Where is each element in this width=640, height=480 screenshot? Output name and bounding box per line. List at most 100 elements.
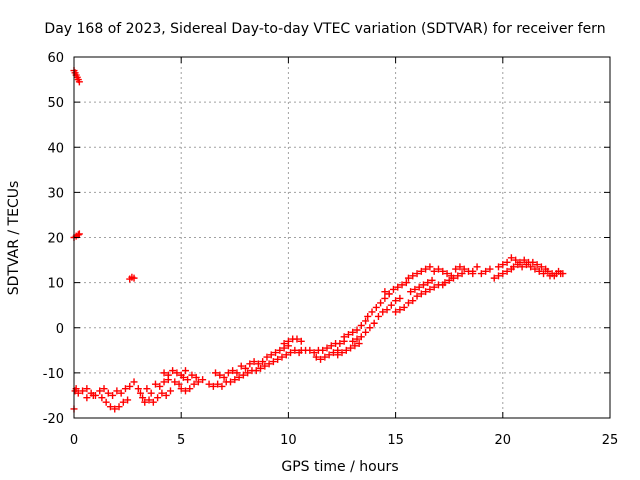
data-point xyxy=(426,285,434,293)
data-point xyxy=(113,387,121,395)
data-point xyxy=(452,265,460,273)
x-tick-label: 25 xyxy=(602,433,619,448)
data-point xyxy=(134,385,142,393)
data-point xyxy=(130,378,138,386)
data-point xyxy=(325,351,333,359)
data-point xyxy=(239,371,247,379)
data-point xyxy=(179,373,187,381)
data-point xyxy=(377,299,385,307)
data-point xyxy=(426,263,434,271)
data-point xyxy=(149,398,157,406)
data-point xyxy=(469,267,477,275)
data-point xyxy=(287,349,295,357)
data-point xyxy=(445,276,453,284)
data-point xyxy=(291,346,299,354)
y-tick-label: 10 xyxy=(47,277,64,292)
data-point xyxy=(357,321,365,329)
data-point xyxy=(409,297,417,305)
data-point xyxy=(98,394,106,402)
data-point xyxy=(482,267,490,275)
data-point xyxy=(533,261,541,269)
data-point xyxy=(224,369,232,377)
data-point xyxy=(349,337,357,345)
data-point xyxy=(199,376,207,384)
data-point xyxy=(362,328,370,336)
data-point xyxy=(263,353,271,361)
data-point xyxy=(389,285,397,293)
data-point xyxy=(490,274,498,282)
data-point xyxy=(413,292,421,300)
data-point xyxy=(473,263,481,271)
data-point xyxy=(171,378,179,386)
data-point xyxy=(428,276,436,284)
data-point xyxy=(340,333,348,341)
data-point xyxy=(254,360,262,368)
data-point xyxy=(188,371,196,379)
data-point xyxy=(381,288,389,296)
data-point xyxy=(396,306,404,314)
data-point xyxy=(422,288,430,296)
data-point xyxy=(319,346,327,354)
y-tick-label: 30 xyxy=(47,186,64,201)
data-point xyxy=(130,274,138,282)
data-point xyxy=(398,281,406,289)
data-point xyxy=(404,299,412,307)
data-point xyxy=(409,272,417,280)
data-point xyxy=(540,270,548,278)
data-point xyxy=(430,283,438,291)
data-point xyxy=(529,258,537,266)
data-point xyxy=(151,380,159,388)
data-point xyxy=(274,355,282,363)
data-point xyxy=(402,279,410,287)
data-point xyxy=(117,389,125,397)
x-tick-label: 10 xyxy=(280,433,297,448)
data-point xyxy=(400,303,408,311)
data-point xyxy=(220,373,228,381)
data-point xyxy=(347,344,355,352)
data-point xyxy=(100,385,108,393)
data-point xyxy=(512,256,520,264)
data-point xyxy=(413,270,421,278)
x-tick-label: 20 xyxy=(495,433,512,448)
y-tick-label: -10 xyxy=(43,367,64,382)
data-point xyxy=(351,342,359,350)
data-point xyxy=(477,270,485,278)
data-point xyxy=(121,385,129,393)
y-tick-labels: -20 -10 0 10 20 30 40 50 60 xyxy=(43,51,64,427)
data-point xyxy=(368,308,376,316)
x-tick-labels: 0 5 10 15 20 25 xyxy=(70,433,618,448)
data-point xyxy=(209,382,217,390)
data-point xyxy=(407,288,415,296)
data-point xyxy=(158,389,166,397)
data-point xyxy=(252,367,260,375)
data-point xyxy=(109,391,117,399)
data-point xyxy=(372,303,380,311)
data-point xyxy=(383,306,391,314)
data-point xyxy=(269,358,277,366)
data-point xyxy=(115,403,123,411)
data-point xyxy=(293,335,301,343)
data-point xyxy=(194,378,202,386)
data-point xyxy=(419,281,427,289)
x-tick-label: 5 xyxy=(177,433,185,448)
data-point xyxy=(242,364,250,372)
data-point xyxy=(443,270,451,278)
data-point xyxy=(147,389,155,397)
data-point xyxy=(394,283,402,291)
data-point xyxy=(336,340,344,348)
data-point xyxy=(154,394,162,402)
data-point xyxy=(218,382,226,390)
data-point xyxy=(246,360,254,368)
data-point xyxy=(381,294,389,302)
data-point xyxy=(422,265,430,273)
data-point xyxy=(415,283,423,291)
data-point xyxy=(323,344,331,352)
data-point xyxy=(104,389,112,397)
data-point xyxy=(417,290,425,298)
data-points xyxy=(70,67,567,413)
y-tick-label: 50 xyxy=(47,96,64,111)
data-point xyxy=(366,324,374,332)
data-point xyxy=(503,258,511,266)
data-point xyxy=(75,230,83,238)
data-point xyxy=(364,312,372,320)
